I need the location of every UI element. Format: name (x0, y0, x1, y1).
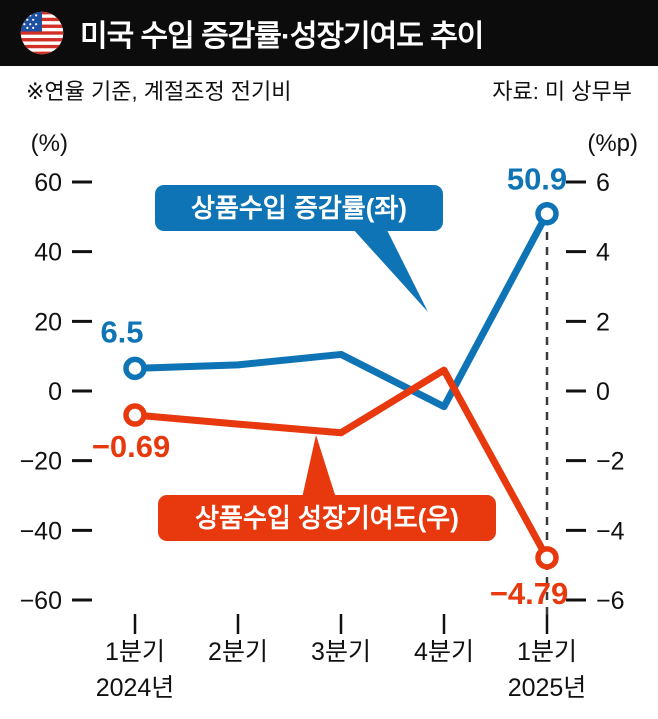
year-label: 2025년 (508, 674, 587, 702)
callout-pointer-growth-contribution (302, 435, 336, 498)
callout-box-growth-contribution (158, 495, 496, 541)
series-endpoint-marker-growth-contribution (535, 546, 559, 570)
data-label-last-import-growth: 50.9 (507, 162, 567, 197)
category-label: 1분기 (517, 638, 577, 666)
category-label: 4분기 (414, 638, 474, 666)
left-axis-tick-label: 0 (48, 378, 62, 406)
left-axis-tick-label: −40 (20, 517, 62, 545)
series-endpoint-marker-import-growth (123, 356, 147, 381)
right-axis-tick-label: −4 (596, 517, 625, 545)
us-flag-icon (20, 11, 64, 55)
callout-box-import-growth (155, 185, 443, 231)
right-axis-tick-label: 6 (596, 169, 610, 197)
data-label-last-growth-contribution: −4.79 (490, 576, 568, 611)
left-axis-tick-label: 20 (34, 308, 62, 336)
right-axis-tick-label: 4 (596, 239, 610, 267)
category-label: 3분기 (311, 638, 371, 666)
callout-label-growth-contribution: 상품수입 성장기여도(우) (195, 503, 459, 533)
right-axis-tick-label: −6 (596, 587, 625, 615)
category-label: 2분기 (208, 638, 268, 666)
right-axis-tick-label: 0 (596, 378, 610, 406)
category-label: 1분기 (105, 638, 165, 666)
note-basis: ※연율 기준, 계절조정 전기비 (26, 79, 292, 104)
left-axis-tick-label: −60 (20, 587, 62, 615)
series-endpoint-marker-growth-contribution (123, 403, 147, 427)
right-axis-unit: (%p) (587, 130, 638, 157)
notes-row: ※연율 기준, 계절조정 전기비 자료: 미 상무부 (0, 66, 658, 114)
header: 미국 수입 증감률·성장기여도 추이 (0, 0, 658, 66)
left-axis-tick-label: 40 (34, 239, 62, 267)
note-source: 자료: 미 상무부 (492, 79, 632, 104)
left-axis-unit: (%) (31, 130, 68, 157)
chart-area: (%) (%p) 60 40 20 0 −20 −40 −60 6 4 2 0 −2 −4 −6 1분기 2분기 3… (0, 114, 658, 719)
series-line-import-growth (131, 210, 551, 411)
series-endpoint-marker-import-growth (535, 201, 559, 226)
left-axis-tick-label: 60 (34, 169, 62, 197)
data-label-first-growth-contribution: −0.69 (92, 429, 170, 464)
callout-pointer-import-growth (352, 228, 428, 312)
callout-label-import-growth: 상품수입 증감률(좌) (191, 193, 407, 223)
data-label-first-import-growth: 6.5 (100, 314, 143, 349)
series-line-growth-contribution (131, 366, 551, 562)
year-label: 2024년 (96, 674, 175, 702)
right-axis-tick-label: −2 (596, 448, 625, 476)
left-axis-tick-label: −20 (20, 448, 62, 476)
right-axis-tick-label: 2 (596, 308, 610, 336)
page-title: 미국 수입 증감률·성장기여도 추이 (80, 20, 484, 53)
